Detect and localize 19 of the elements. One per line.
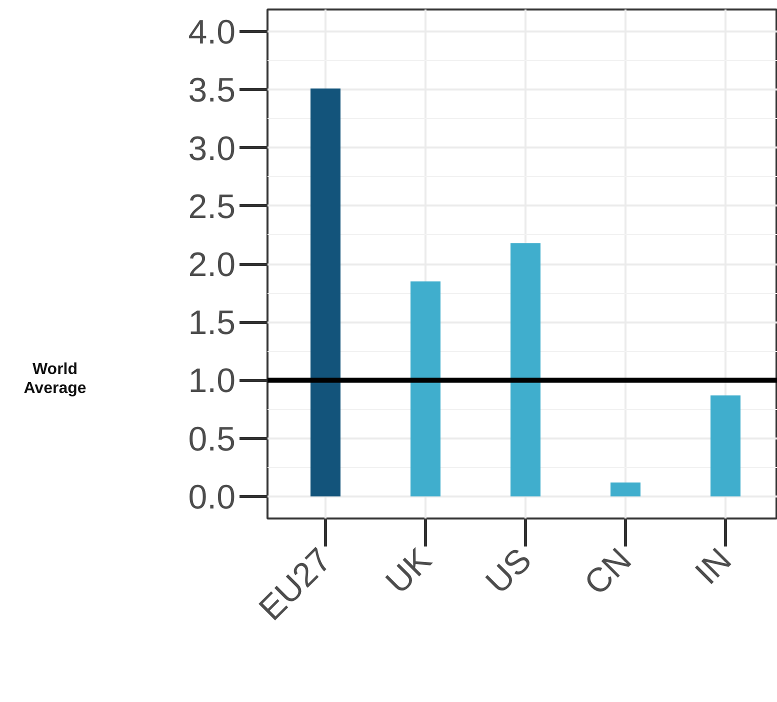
bar xyxy=(610,482,640,496)
y-tick-label: 1.0 xyxy=(188,362,236,400)
y-tick-label: 2.0 xyxy=(188,246,236,284)
y-tick-label: 3.0 xyxy=(188,130,236,168)
x-tick-label: US xyxy=(478,541,539,602)
y-tick-label: 2.5 xyxy=(188,188,236,226)
x-tick-label: UK xyxy=(378,540,440,602)
y-tick-label: 1.5 xyxy=(188,304,236,342)
bar xyxy=(310,88,340,496)
bar xyxy=(710,395,740,496)
x-tick-label: IN xyxy=(688,541,739,592)
x-tick-label: CN xyxy=(577,541,639,603)
y-tick-label: 0.5 xyxy=(188,420,236,458)
bar xyxy=(510,243,540,496)
y-tick-label: 4.0 xyxy=(188,14,236,52)
bar xyxy=(410,281,440,496)
ref-line-label: World Average xyxy=(22,360,88,398)
y-tick-label: 0.0 xyxy=(188,478,236,516)
y-tick-label: 3.5 xyxy=(188,72,236,110)
